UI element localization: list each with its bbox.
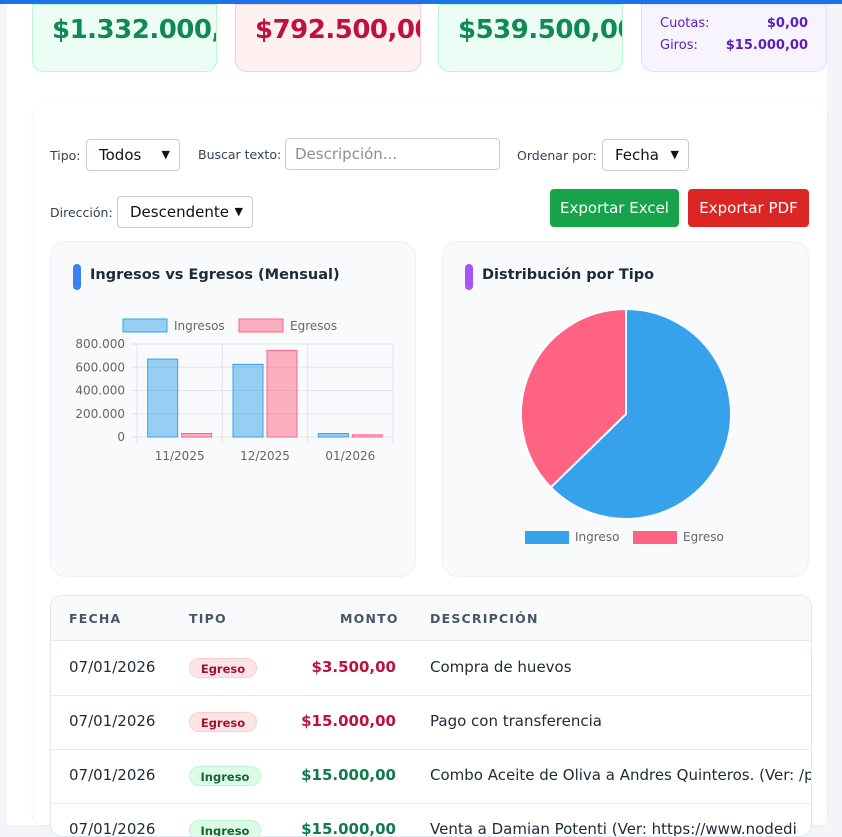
page-gutter xyxy=(827,4,842,825)
legend-label: Ingreso xyxy=(575,530,619,544)
y-tick-label: 200.000 xyxy=(75,407,125,421)
giros-row: Giros: $15.000,00 xyxy=(660,38,808,53)
row-descripcion: Combo Aceite de Oliva a Andres Quinteros… xyxy=(430,766,812,784)
row-descripcion: Venta a Damian Potenti (Ver: https://www… xyxy=(430,820,797,837)
title-accent xyxy=(465,264,473,290)
bar-egresos xyxy=(181,433,213,438)
direccion-select-value: Descendente xyxy=(130,203,229,221)
x-tick-label: 01/2026 xyxy=(325,449,375,463)
x-tick-label: 11/2025 xyxy=(155,449,205,463)
direccion-label: Dirección: xyxy=(50,205,113,220)
header-tipo[interactable]: TIPO xyxy=(189,611,227,626)
row-fecha: 07/01/2026 xyxy=(69,820,156,837)
status-badge: Egreso xyxy=(189,712,257,732)
bar-ingresos xyxy=(232,363,264,438)
row-monto: $15.000,00 xyxy=(301,766,396,784)
status-badge: Egreso xyxy=(189,658,257,678)
bar-egresos xyxy=(351,434,383,438)
giros-label: Giros: xyxy=(660,38,698,53)
report-panel: Tipo: Todos ▼ Buscar texto: Descripción.… xyxy=(33,104,827,837)
ordenar-label: Ordenar por: xyxy=(517,148,597,163)
title-accent xyxy=(73,264,81,290)
y-tick-label: 0 xyxy=(117,430,125,444)
row-fecha: 07/01/2026 xyxy=(69,712,156,730)
tipo-select[interactable]: Todos ▼ xyxy=(86,139,180,171)
chevron-down-icon: ▼ xyxy=(234,205,243,218)
pie-chart-card: Distribución por Tipo Ingreso Egreso xyxy=(442,241,809,577)
row-fecha: 07/01/2026 xyxy=(69,658,156,676)
pie-chart: Ingreso Egreso xyxy=(520,307,732,544)
giros-value: $15.000,00 xyxy=(725,38,808,53)
export-excel-button[interactable]: Exportar Excel xyxy=(550,189,679,227)
bar-chart: 800.000 600.000 400.000 200.000 0 11/2025 12/2… xyxy=(75,318,394,463)
egresos-card: $792.500,00 xyxy=(235,4,421,72)
y-tick-label: 400.000 xyxy=(75,384,125,398)
pie-slice-ingreso xyxy=(549,307,732,520)
row-monto: $15.000,00 xyxy=(301,820,396,837)
row-descripcion: Compra de huevos xyxy=(430,658,572,676)
row-monto: $3.500,00 xyxy=(311,658,396,676)
top-accent-bar xyxy=(0,0,842,4)
row-descripcion: Pago con transferencia xyxy=(430,712,602,730)
table-row[interactable]: 07/01/2026 Ingreso $15.000,00 Combo Acei… xyxy=(51,749,811,804)
legend-label: Ingresos xyxy=(174,319,225,333)
cuotas-value: $0,00 xyxy=(766,16,808,31)
bar-ingresos xyxy=(317,433,349,438)
ordenar-select-value: Fecha xyxy=(615,146,659,164)
buscar-label: Buscar texto: xyxy=(198,147,282,162)
status-badge: Ingreso xyxy=(189,820,261,836)
x-tick-label: 12/2025 xyxy=(240,449,290,463)
bar-chart-title: Ingresos vs Egresos (Mensual) xyxy=(90,267,340,283)
cuotas-row: Cuotas: $0,00 xyxy=(660,16,808,31)
legend-swatch xyxy=(525,531,569,544)
egresos-total: $792.500,00 xyxy=(255,15,421,45)
legend-label: Egresos xyxy=(290,319,337,333)
legend-swatch xyxy=(633,531,677,544)
ingresos-total: $1.332.000,00 xyxy=(52,15,216,45)
y-tick-label: 600.000 xyxy=(75,360,125,374)
search-placeholder: Descripción... xyxy=(295,145,398,163)
header-monto[interactable]: MONTO xyxy=(340,611,399,626)
table-row[interactable]: 07/01/2026 Egreso $3.500,00 Compra de hu… xyxy=(51,641,811,696)
search-input[interactable]: Descripción... xyxy=(285,138,500,170)
pie-chart-title: Distribución por Tipo xyxy=(482,267,655,283)
table-row[interactable]: 07/01/2026 Ingreso $15.000,00 Venta a Da… xyxy=(51,803,811,837)
balance-card: $539.500,00 xyxy=(438,4,623,72)
chevron-down-icon: ▼ xyxy=(670,148,679,161)
row-monto: $15.000,00 xyxy=(301,712,396,730)
movimientos-table: FECHA TIPO MONTO DESCRIPCIÓN 07/01/2026 … xyxy=(50,595,812,837)
export-pdf-button[interactable]: Exportar PDF xyxy=(688,189,809,227)
pie-slice-egreso xyxy=(520,307,627,489)
chevron-down-icon: ▼ xyxy=(161,148,170,161)
ordenar-select[interactable]: Fecha ▼ xyxy=(602,139,689,171)
cuotas-giros-card: Cuotas: $0,00 Giros: $15.000,00 xyxy=(641,4,827,72)
status-badge: Ingreso xyxy=(189,766,261,786)
header-fecha[interactable]: FECHA xyxy=(69,611,122,626)
tipo-select-value: Todos xyxy=(99,146,142,164)
bar-egresos xyxy=(266,349,298,438)
cuotas-label: Cuotas: xyxy=(660,16,710,31)
y-tick-label: 800.000 xyxy=(75,337,125,351)
ingresos-card: $1.332.000,00 xyxy=(32,4,217,72)
bar-ingresos xyxy=(147,358,179,438)
direccion-select[interactable]: Descendente ▼ xyxy=(117,196,253,228)
row-fecha: 07/01/2026 xyxy=(69,766,156,784)
legend-swatch xyxy=(238,318,284,333)
balance-total: $539.500,00 xyxy=(458,15,623,45)
table-row[interactable]: 07/01/2026 Egreso $15.000,00 Pago con tr… xyxy=(51,695,811,750)
table-header: FECHA TIPO MONTO DESCRIPCIÓN xyxy=(51,596,811,641)
legend-swatch xyxy=(122,318,168,333)
header-descripcion[interactable]: DESCRIPCIÓN xyxy=(430,611,539,626)
main-content: $1.332.000,00 $792.500,00 $539.500,00 Cu… xyxy=(7,4,827,837)
tipo-label: Tipo: xyxy=(50,148,81,163)
legend-label: Egreso xyxy=(683,530,724,544)
bar-chart-card: Ingresos vs Egresos (Mensual) 800.000 600… xyxy=(50,241,416,577)
